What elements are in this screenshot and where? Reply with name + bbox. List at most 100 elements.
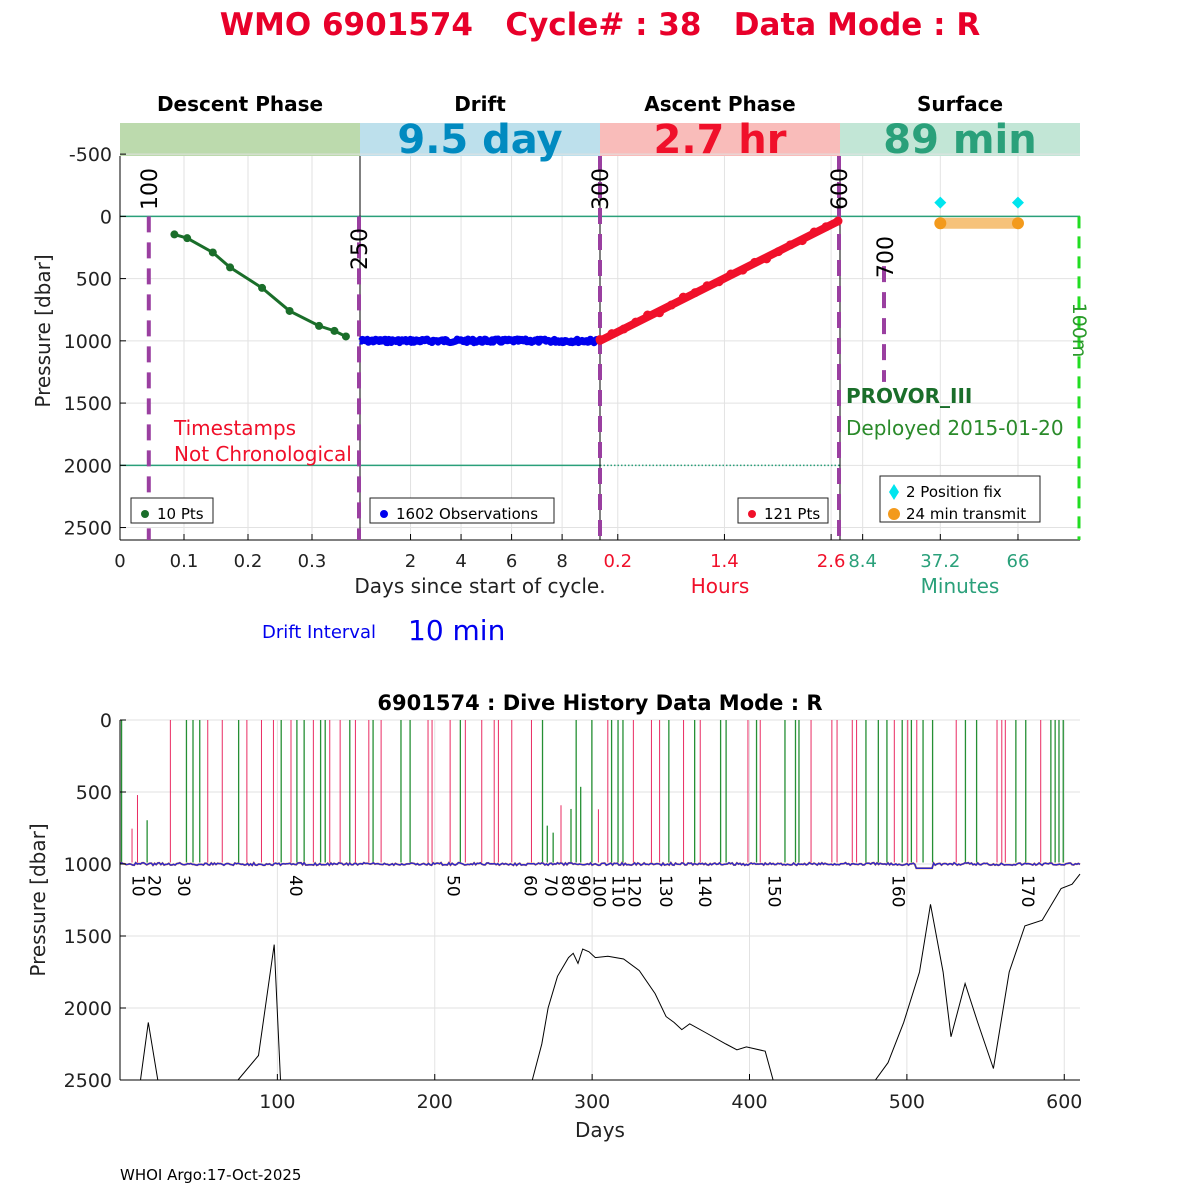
ascent-point [631,317,641,327]
transmit-point [1011,217,1024,230]
phase-band-3 [840,123,1080,156]
footer-credit: WHOI Argo:17-Oct-2025 [120,1166,302,1184]
ascent-point [690,288,700,298]
legend-label: 1602 Observations [396,505,538,523]
cycle-label: 20 [143,875,163,897]
descent-point [208,248,217,257]
y-tick-label: 1000 [64,331,112,353]
descent-point [170,230,179,239]
legend-marker [888,508,900,520]
cycle-label: 160 [888,875,908,907]
phase-band-1 [360,123,600,156]
x-tick-label: 0.2 [603,551,632,572]
ascent-point [750,257,760,267]
ascent-point [797,236,807,246]
descent-point [330,326,339,335]
x-tick-label: 2 [405,551,416,572]
cycle-label: 50 [442,875,462,897]
legend-frame [879,475,1041,523]
cycle-label: 40 [285,875,305,897]
cycle-label: 130 [655,875,675,907]
phase-duration: 9.5 day [397,117,562,163]
phase-duration: 89 min [883,117,1036,163]
phase-marker-label: 250 [348,228,373,270]
ascent-point [643,310,653,320]
profile-lines [120,720,1064,863]
x-tick-label: 66 [1007,551,1030,572]
cycle-label: 140 [694,875,714,907]
cycle-label: 120 [623,875,643,907]
ascent-point [714,277,724,287]
descent-point [315,321,324,330]
legend-box: 2 Position fix 24 min transmit [879,475,1041,523]
phase-marker-label: 100 [138,168,163,210]
y-tick-label: 2500 [64,518,112,540]
timestamps-note-line2: Not Chronological [174,442,352,466]
cycle-label: 100 [589,875,609,907]
ascent-point [678,292,688,302]
x-tick-label: 0.2 [234,551,263,572]
x-tick-label: 500 [889,1091,925,1113]
ascent-point [833,216,843,226]
phase-marker-label: 300 [589,168,614,210]
y-tick-label: 500 [76,782,112,804]
ascent-point [785,240,795,250]
phase-duration: 2.7 hr [654,117,787,163]
position-fix-marker [934,196,947,209]
legend-box: 121 Pts [737,497,829,524]
x-tick-label: 4 [455,551,466,572]
main-title: WMO 6901574 Cycle# : 38 Data Mode : R [220,7,981,43]
ascent-point [666,300,676,310]
x-axis-label-days: Days since start of cycle. [354,574,605,598]
dive-history-axes: 6901574 : Dive History Data Mode : R1020… [26,691,1082,1142]
dive-history-data [119,720,1081,1081]
cycle-label: 10 [128,875,148,897]
x-tick-label: 200 [417,1091,453,1113]
y-tick-label: 1500 [64,393,112,415]
x-axis-label-hours: Hours [691,574,750,598]
cycle-label: 70 [540,875,560,897]
y-tick-label: 1500 [64,926,112,948]
phase-marker-label: 700 [874,236,899,278]
y-tick-label: 0 [100,710,112,732]
ascent-point [738,265,748,275]
timestamps-note-line1: Timestamps [173,416,296,440]
ascent-point [702,281,712,291]
cycle-data [146,156,1081,540]
descent-point [285,306,294,315]
y-axis-label: Pressure [dbar] [31,254,55,407]
ascent-point [595,335,605,345]
phase-title: Ascent Phase [644,92,795,116]
side-depth-label: 100m [1068,303,1090,358]
dive-history-title: 6901574 : Dive History Data Mode : R [377,691,822,715]
cycle-label: 110 [608,875,628,907]
phase-title: Drift [454,92,506,116]
legend-label: 24 min transmit [906,505,1026,523]
x-tick-label: 400 [731,1091,767,1113]
descent-point [341,332,350,341]
dive-history-panel: 6901574 : Dive History Data Mode : R1020… [26,691,1082,1142]
phase-title: Surface [917,92,1003,116]
drift-interval-label: Drift Interval [262,622,376,643]
cycle-label: 170 [1017,875,1037,907]
y-tick-label: 0 [100,206,112,228]
legend-label: 121 Pts [764,505,820,523]
drift-trace [119,861,1081,870]
x-tick-label: 6 [506,551,517,572]
cycle-label: 30 [173,875,193,897]
x-tick-label: 0.3 [298,551,327,572]
legend-label: 2 Position fix [906,483,1002,501]
bottom-depth-line [140,873,1081,1081]
transmit-point [934,217,947,230]
x-axis-label: Days [575,1118,625,1142]
x-tick-label: 0 [114,551,125,572]
cycle-label: 90 [573,875,593,897]
legend-box: 10 Pts [130,497,214,524]
position-fix-marker [1011,196,1024,209]
legend-marker [141,510,149,518]
legend-marker [889,484,899,500]
ascent-point [619,324,629,334]
drift-interval-value: 10 min [408,614,505,647]
